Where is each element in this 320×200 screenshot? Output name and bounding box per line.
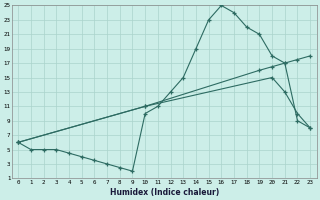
- X-axis label: Humidex (Indice chaleur): Humidex (Indice chaleur): [109, 188, 219, 197]
